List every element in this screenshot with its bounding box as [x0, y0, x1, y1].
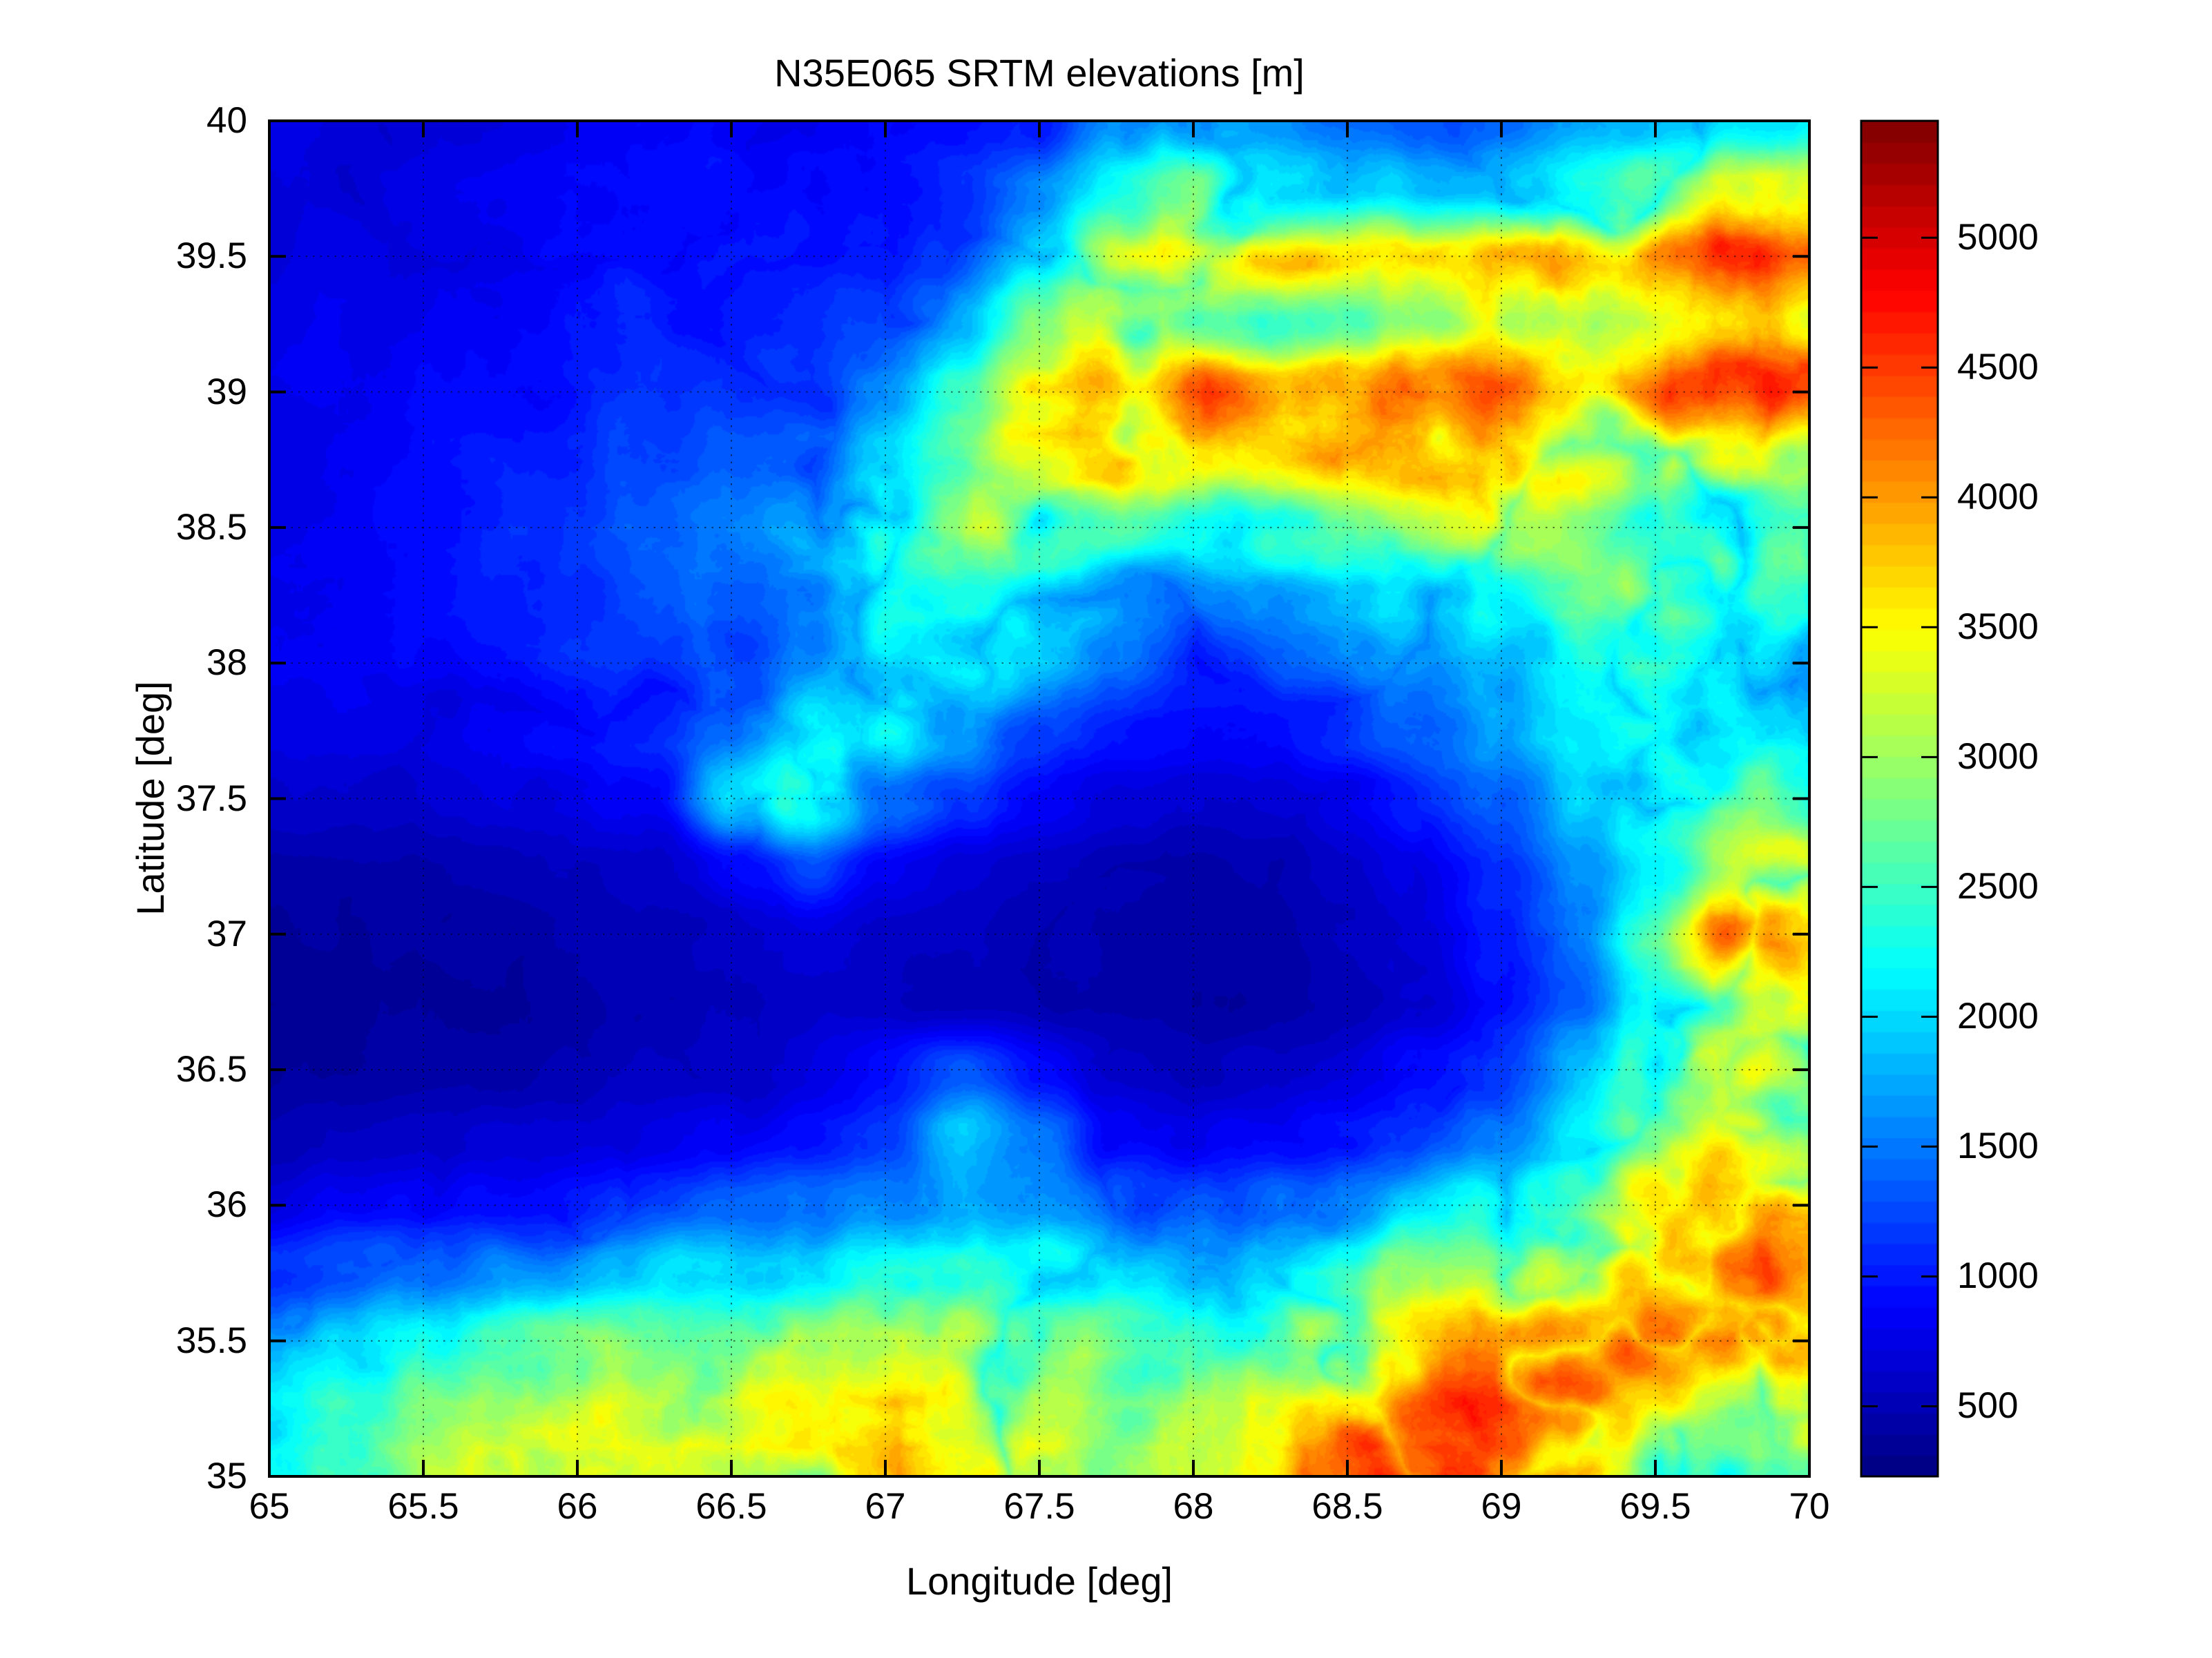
y-tick-label: 39.5: [175, 235, 247, 277]
x-tick-label: 68.5: [1311, 1486, 1383, 1527]
y-tick-label: 35: [206, 1456, 247, 1496]
x-tick-label: 66: [557, 1486, 598, 1527]
y-tick-label: 40: [206, 100, 247, 141]
colorbar-tick-label: 2000: [1957, 996, 2039, 1037]
colorbar-tick-label: 3500: [1957, 606, 2039, 648]
x-tick-label: 67: [865, 1486, 906, 1527]
colorbar-tick-label: 4000: [1957, 476, 2039, 518]
colorbar-tick-label: 5000: [1957, 217, 2039, 258]
colorbar-tick-label: 2500: [1957, 866, 2039, 907]
colorbar-tick-label: 1500: [1957, 1126, 2039, 1167]
y-tick-label: 35.5: [175, 1320, 247, 1361]
plot-title: N35E065 SRTM elevations [m]: [774, 51, 1305, 95]
x-tick-label: 69.5: [1619, 1486, 1691, 1527]
colorbar-tick-label: 3000: [1957, 736, 2039, 778]
elevation-heatmap-canvas: [269, 121, 1809, 1476]
y-tick-label: 38.5: [175, 506, 247, 548]
y-tick-label: 36.5: [175, 1049, 247, 1090]
y-tick-label: 36: [206, 1184, 247, 1226]
x-tick-label: 66.5: [695, 1486, 767, 1527]
colorbar-tick-label: 1000: [1957, 1255, 2039, 1297]
x-tick-label: 65.5: [387, 1486, 459, 1527]
x-axis-label: Longitude [deg]: [905, 1559, 1173, 1603]
y-tick-label: 39: [206, 371, 247, 412]
colorbar-canvas: [1861, 121, 1938, 1476]
y-tick-label: 37.5: [175, 778, 247, 819]
x-tick-label: 67.5: [1003, 1486, 1075, 1527]
colorbar-tick-label: 4500: [1957, 347, 2039, 388]
y-tick-label: 37: [206, 913, 247, 954]
x-tick-label: 69: [1481, 1486, 1522, 1527]
x-tick-label: 70: [1789, 1486, 1830, 1527]
x-tick-label: 65: [249, 1486, 290, 1527]
x-tick-label: 68: [1173, 1486, 1214, 1527]
y-tick-label: 38: [206, 642, 247, 684]
colorbar-tick-label: 500: [1957, 1385, 2019, 1427]
